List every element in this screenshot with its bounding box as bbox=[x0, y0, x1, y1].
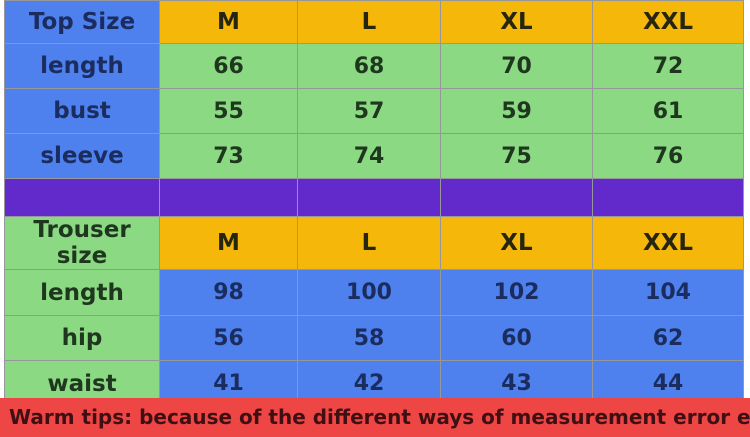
value-cell: 98 bbox=[159, 269, 298, 316]
top-bust-row: bust 55 57 59 61 bbox=[4, 88, 744, 134]
warm-tips-banner: Warm tips: because of the different ways… bbox=[0, 398, 750, 437]
value-cell: 68 bbox=[297, 43, 441, 89]
top-sleeve-row: sleeve 73 74 75 76 bbox=[4, 133, 744, 179]
divider-row bbox=[4, 178, 744, 217]
row-label-cell: length bbox=[4, 269, 160, 316]
value-cell: 73 bbox=[159, 133, 298, 179]
value-cell: 58 bbox=[297, 315, 441, 361]
divider-cell bbox=[592, 178, 744, 217]
value-cell: 75 bbox=[440, 133, 593, 179]
trouser-size-l-cell: L bbox=[297, 216, 441, 270]
top-header-row: Top Size M L XL XXL bbox=[4, 0, 744, 44]
value-cell: 55 bbox=[159, 88, 298, 134]
size-chart-table: Top Size M L XL XXL length 66 68 70 72 b… bbox=[4, 0, 744, 407]
trouser-header-row: Trouser size M L XL XXL bbox=[4, 216, 744, 270]
row-label-cell: bust bbox=[4, 88, 160, 134]
value-cell: 100 bbox=[297, 269, 441, 316]
trouser-size-m-cell: M bbox=[159, 216, 298, 270]
trouser-size-xl-cell: XL bbox=[440, 216, 593, 270]
value-cell: 57 bbox=[297, 88, 441, 134]
top-size-l-cell: L bbox=[297, 0, 441, 44]
top-title-cell: Top Size bbox=[4, 0, 160, 44]
top-length-row: length 66 68 70 72 bbox=[4, 43, 744, 89]
divider-cell bbox=[4, 178, 160, 217]
top-size-xxl-cell: XXL bbox=[592, 0, 744, 44]
value-cell: 74 bbox=[297, 133, 441, 179]
value-cell: 70 bbox=[440, 43, 593, 89]
trouser-hip-row: hip 56 58 60 62 bbox=[4, 315, 744, 361]
row-label-cell: sleeve bbox=[4, 133, 160, 179]
top-size-m-cell: M bbox=[159, 0, 298, 44]
value-cell: 60 bbox=[440, 315, 593, 361]
trouser-size-xxl-cell: XXL bbox=[592, 216, 744, 270]
value-cell: 72 bbox=[592, 43, 744, 89]
divider-cell bbox=[440, 178, 593, 217]
value-cell: 76 bbox=[592, 133, 744, 179]
value-cell: 62 bbox=[592, 315, 744, 361]
value-cell: 66 bbox=[159, 43, 298, 89]
top-size-xl-cell: XL bbox=[440, 0, 593, 44]
row-label-cell: length bbox=[4, 43, 160, 89]
value-cell: 56 bbox=[159, 315, 298, 361]
row-label-cell: hip bbox=[4, 315, 160, 361]
divider-cell bbox=[159, 178, 298, 217]
trouser-length-row: length 98 100 102 104 bbox=[4, 269, 744, 316]
value-cell: 61 bbox=[592, 88, 744, 134]
value-cell: 102 bbox=[440, 269, 593, 316]
divider-cell bbox=[297, 178, 441, 217]
value-cell: 59 bbox=[440, 88, 593, 134]
value-cell: 104 bbox=[592, 269, 744, 316]
trouser-title-cell: Trouser size bbox=[4, 216, 160, 270]
